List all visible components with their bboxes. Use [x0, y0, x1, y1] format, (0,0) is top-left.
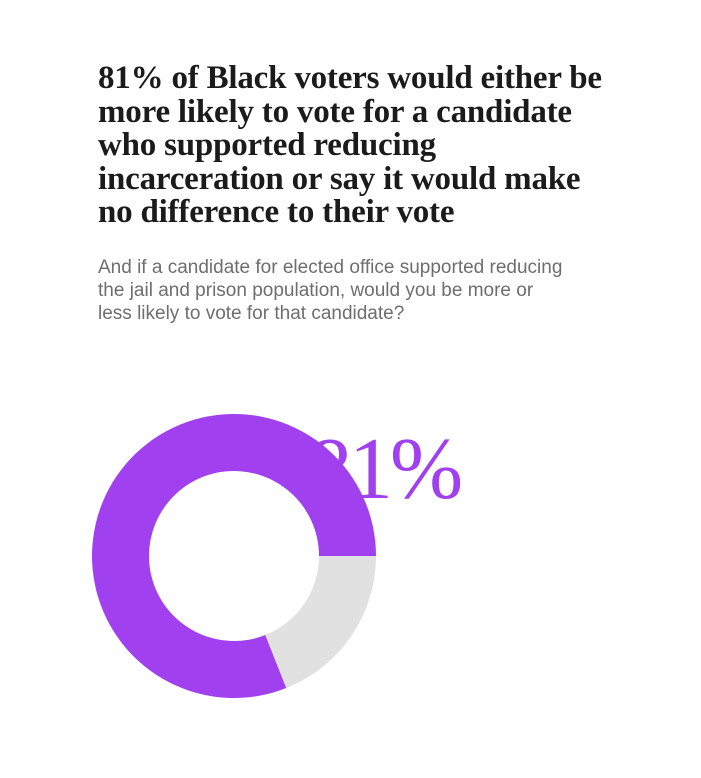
donut-slices — [91, 413, 376, 698]
chart-title: 81% of Black voters would either be more… — [98, 60, 602, 230]
donut-slice-primary — [91, 413, 376, 698]
donut-slice-remainder — [265, 556, 376, 689]
chart-subtitle: And if a candidate for elected office su… — [98, 257, 563, 324]
percentage-label: 81% — [308, 421, 461, 518]
